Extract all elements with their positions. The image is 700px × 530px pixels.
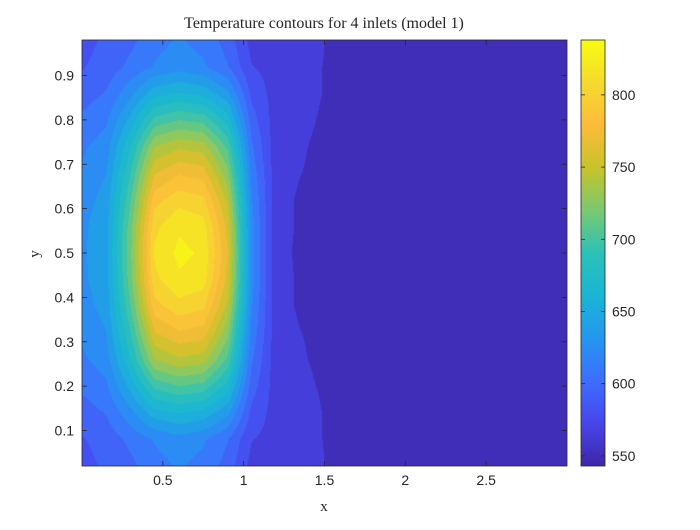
x-tick-label: 2.5 — [476, 472, 496, 488]
colorbar-tick-label: 600 — [612, 376, 636, 392]
y-tick-label: 0.5 — [55, 245, 75, 261]
x-tick-label: 1.5 — [315, 472, 335, 488]
y-tick-label: 0.8 — [55, 112, 75, 128]
y-axis: 0.1 0.2 0.3 0.4 0.5 0.6 0.7 0.8 0.9 — [55, 68, 567, 439]
contour-field — [82, 40, 567, 466]
chart-title: Temperature contours for 4 inlets (model… — [184, 15, 464, 32]
plot-area: 0.5 1 1.5 2 2.5 0.1 0.2 0.3 0.4 0.5 0.6 0.7 0.8 0.9 — [55, 39, 568, 488]
y-tick-label: 0.6 — [55, 201, 75, 217]
x-axis-label: x — [320, 499, 328, 515]
colorbar: 550 600 650 700 750 800 — [580, 39, 636, 467]
contour-field-container — [82, 40, 567, 466]
x-axis: 0.5 1 1.5 2 2.5 — [153, 40, 496, 488]
colorbar-frame — [580, 39, 606, 467]
colorbar-tick-label: 800 — [612, 87, 636, 103]
y-tick-label: 0.4 — [55, 289, 75, 305]
y-tick-label: 0.2 — [55, 378, 75, 394]
x-tick-label: 0.5 — [153, 472, 173, 488]
y-tick-label: 0.1 — [55, 423, 75, 439]
colorbar-tick-label: 750 — [612, 159, 636, 175]
colorbar-tick-label: 550 — [612, 448, 636, 464]
colorbar-ticks: 550 600 650 700 750 800 — [581, 87, 636, 464]
y-tick-label: 0.9 — [55, 68, 75, 84]
x-tick-label: 1 — [240, 472, 248, 488]
colorbar-tick-label: 700 — [612, 231, 636, 247]
colorbar-tick-label: 650 — [612, 303, 636, 319]
colorbar-gradient-container — [581, 40, 605, 466]
colorbar-gradient — [581, 40, 605, 466]
y-axis-label: y — [27, 250, 43, 258]
y-tick-label: 0.7 — [55, 156, 75, 172]
y-tick-label: 0.3 — [55, 334, 75, 350]
x-tick-label: 2 — [401, 472, 409, 488]
